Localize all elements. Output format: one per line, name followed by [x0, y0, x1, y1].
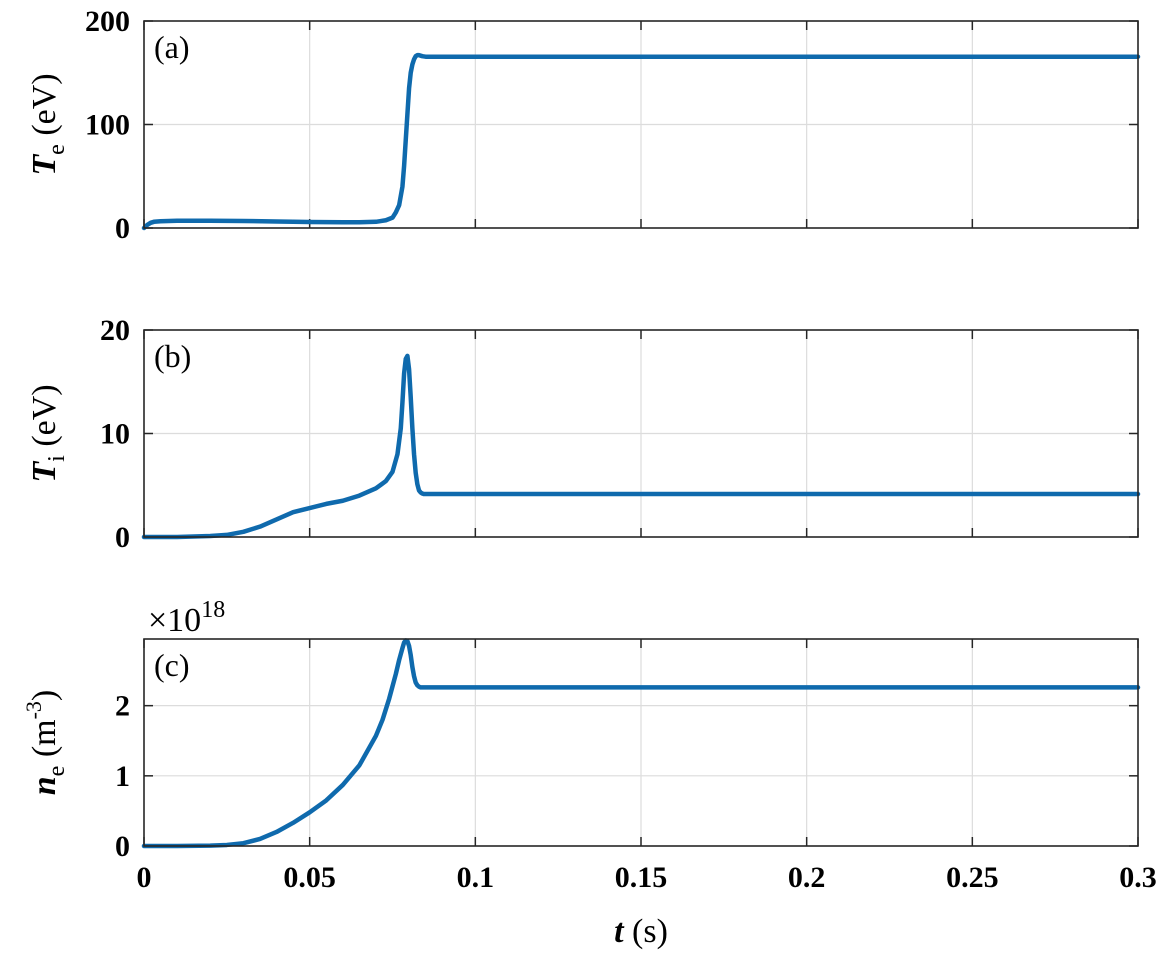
y-axis-label: Te (eV): [26, 73, 70, 175]
x-tick-label: 0.3: [1119, 861, 1157, 894]
y-axis-label-unit: (eV): [26, 384, 63, 455]
exponent-base: ×10: [148, 602, 201, 639]
y-tick-label: 20: [100, 314, 130, 347]
exponent-label: ×1018: [148, 597, 225, 639]
x-axis-label-unit: (s): [624, 913, 668, 950]
y-tick-label: 100: [85, 109, 130, 142]
axes-box: [143, 20, 1139, 229]
x-tick-label: 0.05: [283, 861, 336, 894]
panel-c: 0 1 2 (c) ne (m-3) ×1018: [21, 597, 1141, 863]
x-tick-label: 0.15: [615, 861, 668, 894]
y-tick-label: 1: [115, 760, 130, 793]
panel-b: 0 10 20 (b) Ti (eV): [26, 314, 1141, 554]
y-axis-label-unit: (m: [26, 719, 63, 765]
y-axis-label-variable: n: [26, 776, 63, 795]
panel-label: (c): [154, 647, 190, 683]
y-axis-label-variable: T: [26, 154, 63, 176]
y-axis-label-variable: T: [26, 461, 63, 483]
y-tick-label: 0: [115, 212, 130, 245]
x-tick-label: 0.25: [946, 861, 999, 894]
y-axis-label-subscript: e: [44, 766, 70, 777]
x-tick-label: 0.2: [788, 861, 826, 894]
x-axis-label-variable: t: [614, 913, 625, 950]
y-tick-label: 0: [115, 521, 130, 554]
y-tick-label: 10: [100, 418, 130, 451]
panel-label: (a): [154, 29, 190, 65]
series-line: [141, 353, 1141, 540]
panel-a: 0 100 200 (a) Te (eV): [26, 5, 1141, 245]
y-axis-label: ne (m-3): [21, 690, 70, 796]
axes-box: [143, 329, 1139, 538]
x-tick-label: 0.1: [457, 861, 495, 894]
axes-box: [143, 638, 1139, 847]
y-axis-label: Ti (eV): [26, 384, 70, 482]
panel-label: (b): [154, 338, 191, 374]
series-line: [141, 638, 1141, 849]
y-tick-label: 2: [115, 690, 130, 723]
x-tick-label: 0: [137, 861, 152, 894]
exponent-power: 18: [201, 597, 225, 623]
y-tick-label: 0: [115, 830, 130, 863]
y-axis-label-subscript: e: [44, 144, 70, 155]
series-line: [141, 52, 1141, 231]
y-axis-label-close: ): [26, 690, 63, 701]
y-axis-label-unit: (eV): [26, 73, 63, 144]
x-axis-label: t (s): [614, 913, 668, 950]
y-axis-label-subscript: i: [44, 455, 70, 462]
y-tick-label: 200: [85, 5, 130, 38]
y-axis-label-superscript: -3: [21, 701, 46, 719]
